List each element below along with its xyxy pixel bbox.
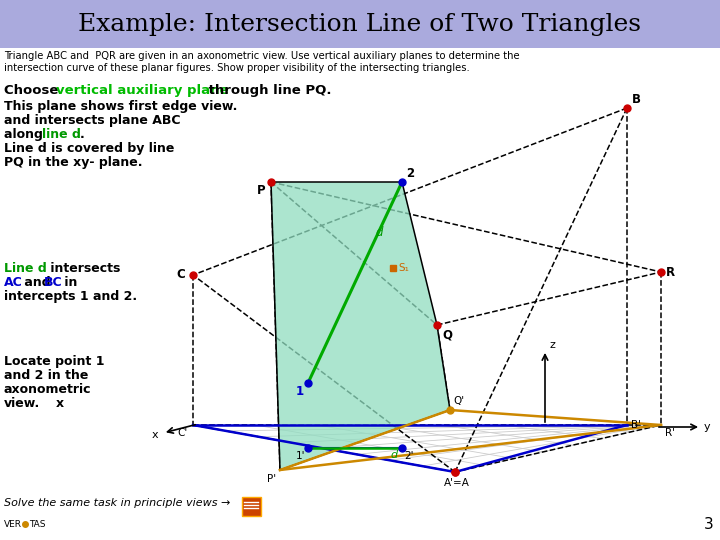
Text: in: in bbox=[60, 276, 77, 289]
Text: TAS: TAS bbox=[29, 520, 45, 529]
Text: Solve the same task in principle views →: Solve the same task in principle views → bbox=[4, 498, 230, 508]
Text: d: d bbox=[375, 226, 382, 239]
Text: VER: VER bbox=[4, 520, 22, 529]
Text: through line PQ.: through line PQ. bbox=[204, 84, 331, 97]
Text: B': B' bbox=[631, 420, 641, 430]
Text: R': R' bbox=[665, 428, 675, 438]
Text: axonometric: axonometric bbox=[4, 383, 91, 396]
Text: along: along bbox=[4, 128, 48, 141]
FancyBboxPatch shape bbox=[241, 496, 261, 516]
Text: and: and bbox=[20, 276, 55, 289]
Text: P: P bbox=[256, 184, 265, 197]
Text: and 2 in the: and 2 in the bbox=[4, 369, 89, 382]
Text: vertical auxiliary plane: vertical auxiliary plane bbox=[56, 84, 228, 97]
Text: S₁: S₁ bbox=[398, 263, 409, 273]
Text: Locate point 1: Locate point 1 bbox=[4, 355, 104, 368]
Text: Q': Q' bbox=[453, 396, 464, 406]
Text: 1': 1' bbox=[295, 451, 305, 461]
Text: intercepts 1 and 2.: intercepts 1 and 2. bbox=[4, 290, 137, 303]
Text: d: d bbox=[390, 450, 397, 460]
Text: 1: 1 bbox=[296, 385, 304, 398]
Text: BC: BC bbox=[44, 276, 63, 289]
Text: x: x bbox=[152, 430, 158, 440]
Text: P': P' bbox=[267, 474, 276, 484]
Text: z: z bbox=[549, 340, 555, 350]
Text: B: B bbox=[632, 93, 641, 106]
Text: This plane shows first edge view.: This plane shows first edge view. bbox=[4, 100, 238, 113]
Text: AC: AC bbox=[4, 276, 23, 289]
Text: y: y bbox=[703, 422, 711, 432]
Text: view.: view. bbox=[4, 397, 40, 410]
Text: Example: Intersection Line of Two Triangles: Example: Intersection Line of Two Triang… bbox=[78, 14, 642, 37]
Text: and intersects plane ABC: and intersects plane ABC bbox=[4, 114, 181, 127]
Text: 2': 2' bbox=[404, 451, 413, 461]
Text: R: R bbox=[666, 266, 675, 279]
Text: C': C' bbox=[178, 428, 188, 438]
Text: line d: line d bbox=[42, 128, 81, 141]
Text: x: x bbox=[56, 397, 64, 410]
Text: Line d is covered by line: Line d is covered by line bbox=[4, 142, 174, 155]
Text: Triangle ABC and  PQR are given in an axonometric view. Use vertical auxiliary p: Triangle ABC and PQR are given in an axo… bbox=[4, 51, 520, 72]
Text: 2: 2 bbox=[406, 167, 414, 180]
Text: A'=A: A'=A bbox=[444, 478, 470, 488]
Text: PQ in the xy- plane.: PQ in the xy- plane. bbox=[4, 156, 143, 169]
Text: Q: Q bbox=[442, 328, 452, 341]
Text: Choose: Choose bbox=[4, 84, 63, 97]
Text: 3: 3 bbox=[704, 517, 714, 532]
FancyBboxPatch shape bbox=[0, 0, 720, 48]
Text: C: C bbox=[176, 268, 185, 281]
Text: Line d: Line d bbox=[4, 262, 47, 275]
Text: .: . bbox=[80, 128, 85, 141]
Text: intersects: intersects bbox=[46, 262, 120, 275]
Polygon shape bbox=[271, 182, 450, 470]
